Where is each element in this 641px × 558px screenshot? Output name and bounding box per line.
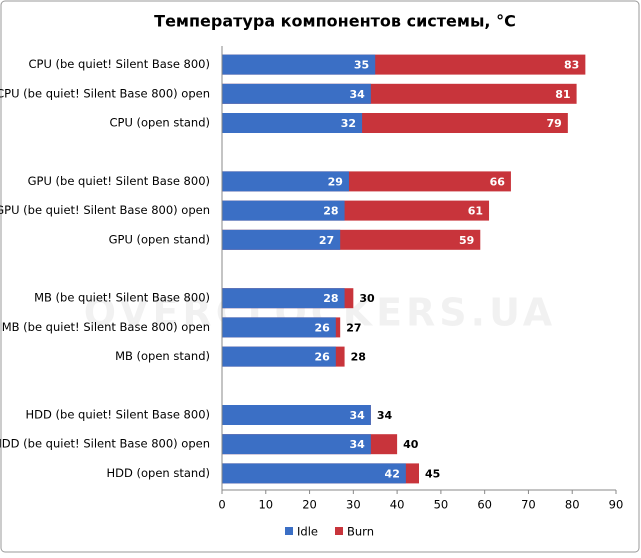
data-label: 40 <box>403 438 419 451</box>
data-label: 32 <box>341 117 356 130</box>
x-tick-label: 50 <box>434 498 449 512</box>
legend-label: Burn <box>347 525 374 539</box>
data-label: 28 <box>323 292 338 305</box>
y-tick-label: MB (be quiet! Silent Base 800) <box>34 291 210 305</box>
data-label: 26 <box>315 351 331 364</box>
y-tick-label: CPU (be quiet! Silent Base 800) <box>28 57 210 71</box>
bar <box>222 200 345 221</box>
y-tick-label: HDD (open stand) <box>107 466 210 480</box>
bar <box>222 463 406 484</box>
bar <box>222 54 376 75</box>
bar <box>222 288 345 309</box>
bar <box>222 434 371 455</box>
y-tick-label: CPU (open stand) <box>109 116 210 130</box>
bar <box>222 171 349 192</box>
x-tick-label: 90 <box>609 498 624 512</box>
data-label: 34 <box>350 88 366 101</box>
data-label: 26 <box>315 321 331 334</box>
bar <box>222 113 363 133</box>
data-label: 30 <box>359 292 375 305</box>
data-label: 61 <box>468 205 483 218</box>
data-label: 28 <box>323 205 338 218</box>
y-tick-label: MB (open stand) <box>115 349 210 363</box>
y-tick-label: GPU (open stand) <box>109 232 210 246</box>
y-tick-label: CPU (be quiet! Silent Base 800) open <box>0 86 210 100</box>
data-label: 27 <box>346 321 361 334</box>
data-label: 28 <box>351 351 366 364</box>
bar <box>222 83 371 104</box>
x-tick-label: 60 <box>477 498 492 512</box>
legend-swatch <box>335 527 343 535</box>
chart-title: Температура компонентов системы, °C <box>154 12 516 31</box>
y-tick-label: HDD (be quiet! Silent Base 800) open <box>0 437 210 451</box>
data-label: 34 <box>350 409 366 422</box>
x-tick-label: 80 <box>565 498 580 512</box>
bar <box>222 229 341 250</box>
data-label: 42 <box>385 467 400 480</box>
x-tick-label: 40 <box>390 498 405 512</box>
data-label: 81 <box>555 88 570 101</box>
bar <box>222 346 336 367</box>
data-label: 29 <box>328 175 343 188</box>
x-tick-label: 0 <box>218 498 225 512</box>
x-tick-label: 70 <box>521 498 536 512</box>
y-tick-label: GPU (be quiet! Silent Base 800) open <box>0 203 210 217</box>
data-label: 79 <box>547 117 562 130</box>
data-label: 83 <box>564 59 579 72</box>
data-label: 45 <box>425 467 440 480</box>
x-tick-label: 20 <box>302 498 317 512</box>
legend-label: Idle <box>297 525 318 539</box>
y-tick-label: HDD (be quiet! Silent Base 800) <box>26 408 210 422</box>
data-label: 66 <box>490 175 506 188</box>
data-label: 27 <box>319 234 334 247</box>
y-tick-label: GPU (be quiet! Silent Base 800) <box>28 174 210 188</box>
legend-swatch <box>285 527 293 535</box>
data-label: 35 <box>354 59 369 72</box>
bar <box>222 405 371 425</box>
data-label: 59 <box>459 234 474 247</box>
data-label: 34 <box>377 409 393 422</box>
y-tick-label: MB (be quiet! Silent Base 800) open <box>2 320 210 334</box>
data-label: 34 <box>350 438 366 451</box>
x-tick-label: 10 <box>258 498 273 512</box>
bar <box>222 317 336 338</box>
x-tick-label: 30 <box>346 498 361 512</box>
